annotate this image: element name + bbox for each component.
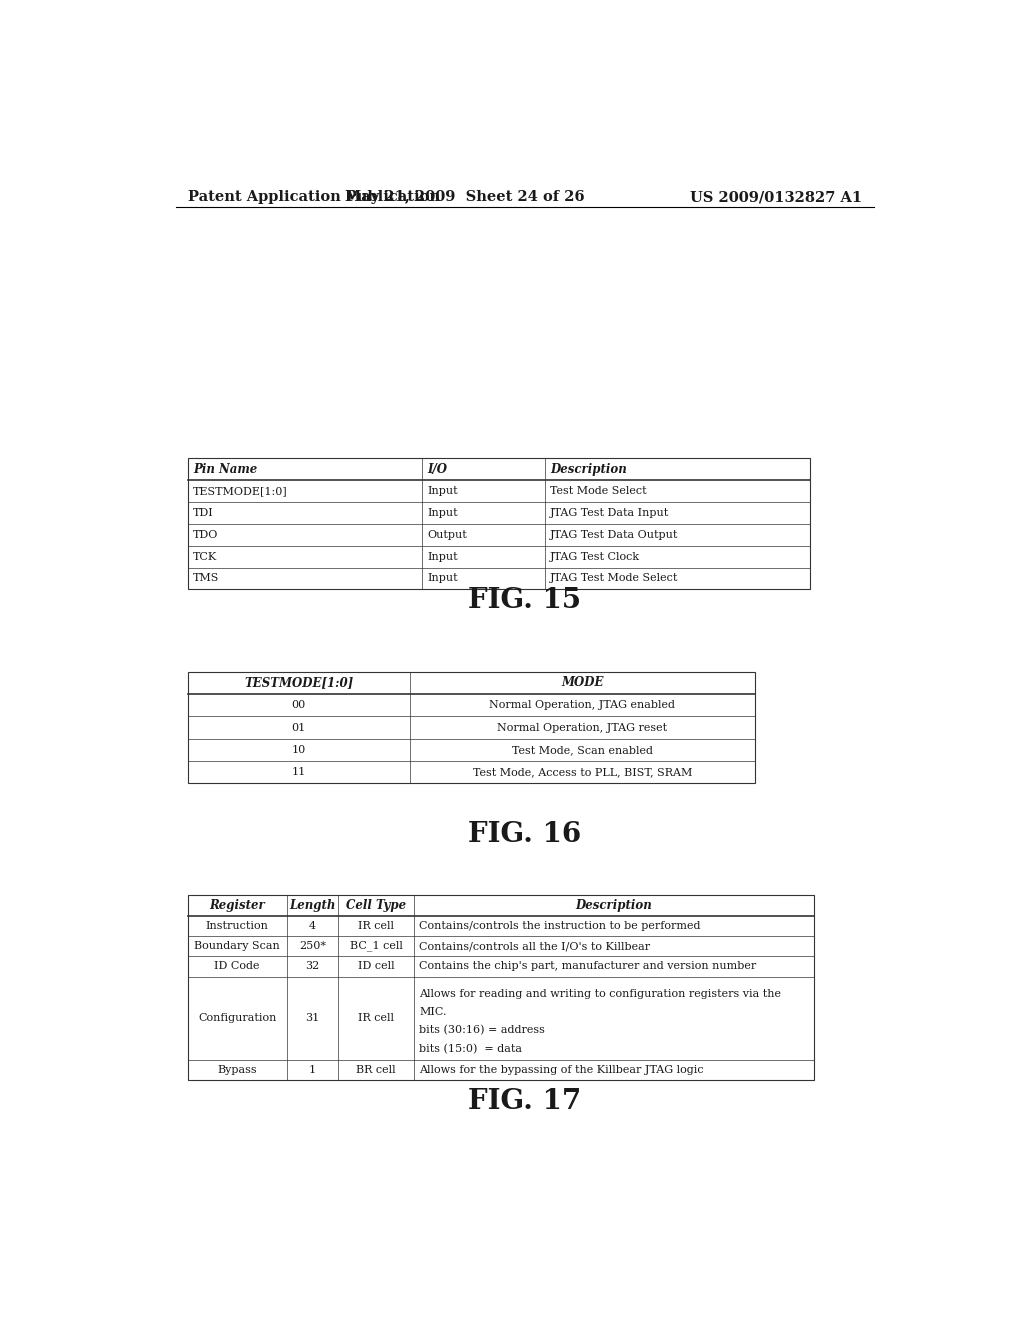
Text: Test Mode, Access to PLL, BIST, SRAM: Test Mode, Access to PLL, BIST, SRAM xyxy=(473,767,692,777)
Bar xyxy=(187,458,811,589)
Text: Boundary Scan: Boundary Scan xyxy=(195,941,280,952)
Text: Instruction: Instruction xyxy=(206,921,268,931)
Text: Allows for reading and writing to configuration registers via the: Allows for reading and writing to config… xyxy=(419,989,781,999)
Text: TCK: TCK xyxy=(194,552,217,561)
Text: Description: Description xyxy=(575,899,652,912)
Text: ID cell: ID cell xyxy=(357,961,394,972)
Text: Normal Operation, JTAG reset: Normal Operation, JTAG reset xyxy=(498,722,668,733)
Text: Input: Input xyxy=(427,552,458,561)
Text: bits (15:0)  = data: bits (15:0) = data xyxy=(419,1044,522,1053)
Text: JTAG Test Clock: JTAG Test Clock xyxy=(550,552,640,561)
Text: Cell Type: Cell Type xyxy=(346,899,407,912)
Text: May 21, 2009  Sheet 24 of 26: May 21, 2009 Sheet 24 of 26 xyxy=(345,190,585,205)
Text: IR cell: IR cell xyxy=(358,1014,394,1023)
Text: Length: Length xyxy=(290,899,336,912)
Text: MODE: MODE xyxy=(561,676,603,689)
Text: TESTMODE[1:0]: TESTMODE[1:0] xyxy=(244,676,353,689)
Text: MIC.: MIC. xyxy=(419,1007,446,1018)
Text: US 2009/0132827 A1: US 2009/0132827 A1 xyxy=(690,190,862,205)
Text: I/O: I/O xyxy=(427,463,447,475)
Text: Input: Input xyxy=(427,508,458,517)
Text: Pin Name: Pin Name xyxy=(194,463,257,475)
Text: ID Code: ID Code xyxy=(214,961,260,972)
Text: Contains/controls all the I/O's to Killbear: Contains/controls all the I/O's to Killb… xyxy=(419,941,650,952)
Text: Patent Application Publication: Patent Application Publication xyxy=(187,190,439,205)
Text: FIG. 15: FIG. 15 xyxy=(468,587,582,614)
Text: 4: 4 xyxy=(309,921,316,931)
Text: Normal Operation, JTAG enabled: Normal Operation, JTAG enabled xyxy=(489,700,676,710)
Text: 32: 32 xyxy=(305,961,319,972)
Text: Input: Input xyxy=(427,573,458,583)
Text: Test Mode Select: Test Mode Select xyxy=(550,486,647,496)
Text: Allows for the bypassing of the Killbear JTAG logic: Allows for the bypassing of the Killbear… xyxy=(419,1065,703,1074)
Text: Test Mode, Scan enabled: Test Mode, Scan enabled xyxy=(512,744,653,755)
Text: JTAG Test Data Input: JTAG Test Data Input xyxy=(550,508,670,517)
Text: 1: 1 xyxy=(309,1065,316,1074)
Text: Input: Input xyxy=(427,486,458,496)
Text: TDI: TDI xyxy=(194,508,214,517)
Text: Contains/controls the instruction to be performed: Contains/controls the instruction to be … xyxy=(419,921,700,931)
Text: TESTMODE[1:0]: TESTMODE[1:0] xyxy=(194,486,288,496)
Text: 01: 01 xyxy=(292,722,306,733)
Text: 31: 31 xyxy=(305,1014,319,1023)
Text: BC_1 cell: BC_1 cell xyxy=(349,941,402,952)
Text: Contains the chip's part, manufacturer and version number: Contains the chip's part, manufacturer a… xyxy=(419,961,757,972)
Text: TDO: TDO xyxy=(194,529,218,540)
Text: 00: 00 xyxy=(292,700,306,710)
Text: Bypass: Bypass xyxy=(217,1065,257,1074)
Text: IR cell: IR cell xyxy=(358,921,394,931)
Text: 11: 11 xyxy=(292,767,306,777)
Bar xyxy=(187,672,755,784)
Text: FIG. 17: FIG. 17 xyxy=(468,1088,582,1115)
Text: bits (30:16) = address: bits (30:16) = address xyxy=(419,1026,545,1036)
Text: TMS: TMS xyxy=(194,573,219,583)
Text: JTAG Test Data Output: JTAG Test Data Output xyxy=(550,529,679,540)
Text: Register: Register xyxy=(209,899,265,912)
Text: 10: 10 xyxy=(292,744,306,755)
Text: 250*: 250* xyxy=(299,941,326,952)
Text: Configuration: Configuration xyxy=(198,1014,276,1023)
Text: JTAG Test Mode Select: JTAG Test Mode Select xyxy=(550,573,679,583)
Text: BR cell: BR cell xyxy=(356,1065,396,1074)
Bar xyxy=(187,895,814,1080)
Text: Description: Description xyxy=(550,463,627,475)
Text: FIG. 16: FIG. 16 xyxy=(468,821,582,847)
Text: Output: Output xyxy=(427,529,467,540)
